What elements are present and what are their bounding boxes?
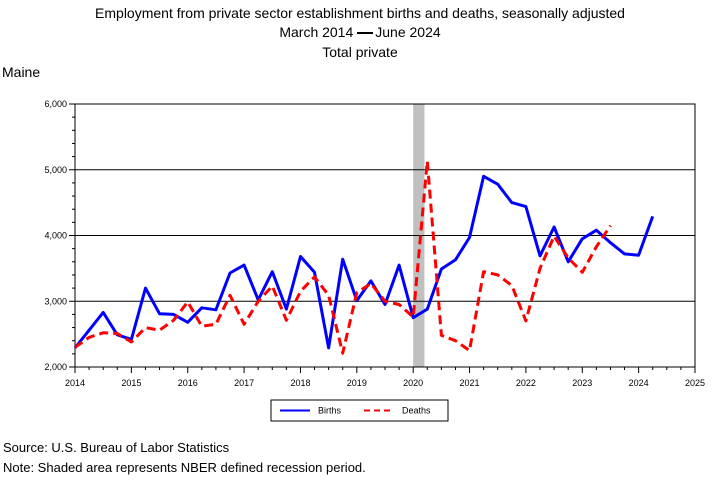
x-tick-label: 2025 — [685, 378, 705, 388]
legend-label-deaths: Deaths — [402, 406, 431, 416]
chart-title: Employment from private sector establish… — [95, 5, 625, 21]
x-tick-label: 2017 — [234, 378, 254, 388]
y-tick-label: 4,000 — [44, 231, 67, 241]
recession-note: Note: Shaded area represents NBER define… — [3, 460, 366, 475]
series-births-line — [73, 174, 655, 350]
dash-glyph — [357, 32, 374, 35]
y-tick-label: 6,000 — [44, 99, 67, 109]
grid-lines — [75, 103, 695, 302]
y-tick-label: 2,000 — [44, 362, 67, 372]
source-note: Source: U.S. Bureau of Labor Statistics — [3, 440, 230, 455]
region-label: Maine — [2, 64, 41, 80]
y-tick-label: 3,000 — [44, 296, 67, 306]
chart-date-range: March 2014 June 2024 — [0, 23, 720, 41]
legend-box — [270, 399, 449, 422]
x-tick-label: 2015 — [121, 378, 141, 388]
x-tick-label: 2021 — [460, 378, 480, 388]
legend-label-births: Births — [318, 406, 342, 416]
x-tick-label: 2014 — [65, 378, 85, 388]
x-tick-label: 2020 — [403, 378, 423, 388]
x-tick-label: 2023 — [572, 378, 592, 388]
series-deaths-line — [74, 159, 612, 355]
x-tick-label: 2024 — [629, 378, 649, 388]
legend: Births Deaths — [270, 399, 449, 422]
series-lines — [73, 159, 655, 355]
x-tick-label: 2022 — [516, 378, 536, 388]
x-tick-label: 2016 — [178, 378, 198, 388]
chart-subtitle: Total private — [322, 44, 398, 60]
y-tick-label: 5,000 — [44, 165, 67, 175]
x-tick-label: 2019 — [347, 378, 367, 388]
axes: 2,000 3,000 4,000 5,000 6,000 2014 2015 2016 201… — [44, 99, 705, 388]
date-range-start: March 2014 — [279, 24, 354, 40]
date-range-end: June 2024 — [375, 24, 441, 40]
x-tick-label: 2018 — [290, 378, 310, 388]
